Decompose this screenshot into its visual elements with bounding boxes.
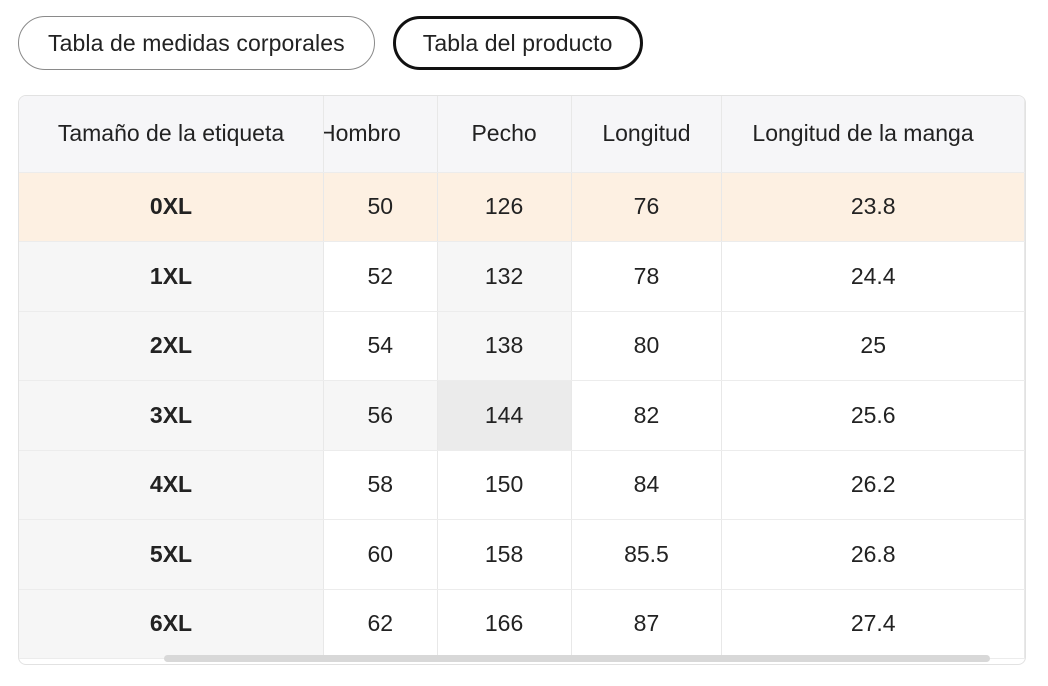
cell-shoulder: 60 (323, 519, 438, 590)
cell-shoulder: 52 (323, 241, 438, 312)
header-chest: Pecho (437, 96, 572, 173)
cell-length: 82 (571, 380, 723, 451)
table-row[interactable]: 6XL 62 166 87 27.4 (19, 589, 1025, 659)
cell-shoulder: 54 (323, 311, 438, 381)
cell-shoulder: 50 (323, 172, 438, 242)
cell-size-label: 2XL (19, 311, 324, 381)
horizontal-scrollbar[interactable] (19, 654, 1025, 664)
cell-size-label: 0XL (19, 172, 324, 242)
table-header-row: Tamaño de la etiqueta Hombro Pecho Longi… (19, 96, 1025, 173)
size-table: Tamaño de la etiqueta Hombro Pecho Longi… (19, 96, 1025, 659)
cell-length: 85.5 (571, 519, 723, 590)
table-row[interactable]: 0XL 50 126 76 23.8 (19, 172, 1025, 242)
scrollbar-thumb[interactable] (164, 655, 990, 662)
cell-sleeve-length: 24.4 (721, 241, 1025, 312)
cell-sleeve-length: 25 (721, 311, 1025, 381)
cell-chest: 150 (437, 450, 572, 520)
cell-size-label: 3XL (19, 380, 324, 451)
cell-sleeve-length: 27.4 (721, 589, 1025, 659)
table-row[interactable]: 4XL 58 150 84 26.2 (19, 450, 1025, 520)
cell-chest: 132 (437, 241, 572, 312)
header-shoulder: Hombro (323, 96, 438, 173)
tab-product-measurements[interactable]: Tabla del producto (392, 16, 643, 70)
cell-chest: 158 (437, 519, 572, 590)
cell-length: 87 (571, 589, 723, 659)
table-row[interactable]: 1XL 52 132 78 24.4 (19, 241, 1025, 312)
table-row[interactable]: 3XL 56 144 82 25.6 (19, 380, 1025, 451)
header-length: Longitud (571, 96, 723, 173)
cell-size-label: 1XL (19, 241, 324, 312)
chart-tab-bar: Tabla de medidas corporales Tabla del pr… (18, 16, 643, 70)
tab-body-measurements[interactable]: Tabla de medidas corporales (18, 16, 375, 70)
size-table-container[interactable]: Tamaño de la etiqueta Hombro Pecho Longi… (18, 95, 1026, 665)
header-sleeve-length: Longitud de la manga (721, 96, 1025, 173)
cell-length: 78 (571, 241, 723, 312)
cell-chest: 126 (437, 172, 572, 242)
cell-shoulder: 58 (323, 450, 438, 520)
header-label-size: Tamaño de la etiqueta (19, 96, 324, 173)
cell-sleeve-length: 23.8 (721, 172, 1025, 242)
table-row[interactable]: 5XL 60 158 85.5 26.8 (19, 519, 1025, 590)
cell-sleeve-length: 26.8 (721, 519, 1025, 590)
cell-length: 76 (571, 172, 723, 242)
table-row[interactable]: 2XL 54 138 80 25 (19, 311, 1025, 381)
cell-chest: 166 (437, 589, 572, 659)
cell-size-label: 6XL (19, 589, 324, 659)
cell-size-label: 4XL (19, 450, 324, 520)
cell-size-label: 5XL (19, 519, 324, 590)
cell-sleeve-length: 25.6 (721, 380, 1025, 451)
cell-length: 84 (571, 450, 723, 520)
cell-sleeve-length: 26.2 (721, 450, 1025, 520)
cell-chest: 138 (437, 311, 572, 381)
cell-length: 80 (571, 311, 723, 381)
cell-shoulder: 62 (323, 589, 438, 659)
cell-shoulder: 56 (323, 380, 438, 451)
cell-chest-hovered: 144 (437, 380, 572, 451)
